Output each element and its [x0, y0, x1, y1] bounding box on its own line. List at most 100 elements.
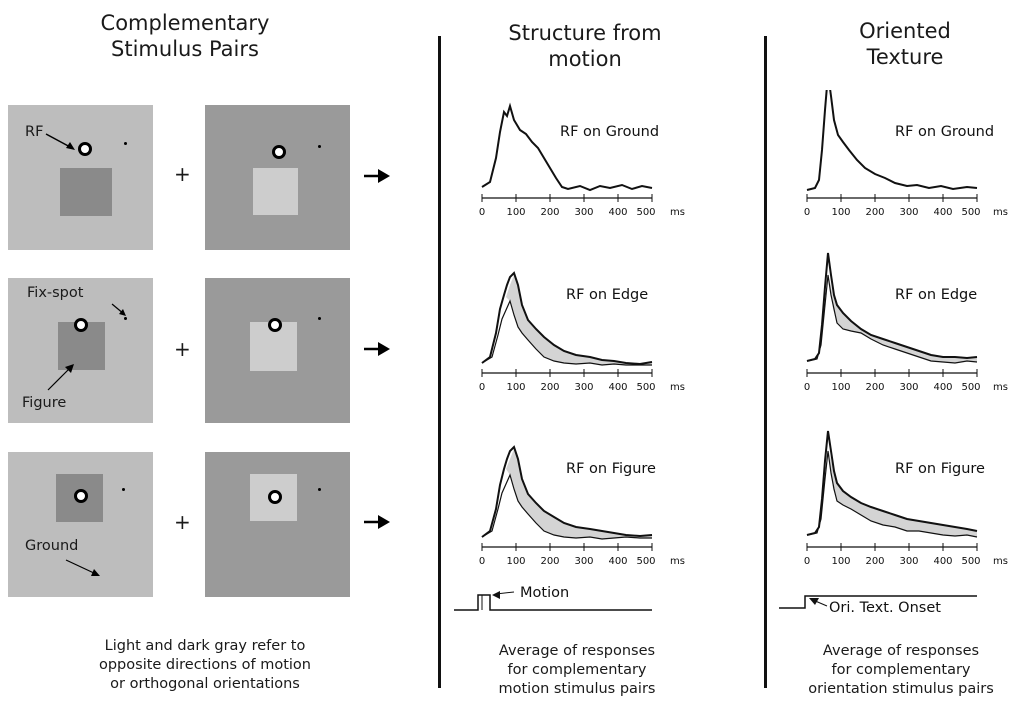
- fixation-spot: [124, 317, 127, 320]
- texture-plot-figure: 0 100 200 300 400 500 ms RF on Figure: [804, 430, 1008, 567]
- tick-label: 300: [899, 382, 918, 393]
- tick-label: 300: [899, 207, 918, 218]
- tick-label: 100: [831, 556, 850, 567]
- difference-shading: [506, 449, 652, 539]
- sfm-plots: 0 100 200 300 400 500 ms RF on Ground 0 …: [454, 102, 685, 611]
- plot-label: RF on Ground: [895, 124, 994, 140]
- left-title-line2: Stimulus Pairs: [111, 37, 259, 61]
- rf-marker: [268, 490, 282, 504]
- response-trace: [481, 102, 653, 192]
- tick-label: 0: [804, 382, 810, 393]
- middle-caption-line2: for complementary: [507, 662, 647, 678]
- plot-label: RF on Ground: [560, 124, 659, 140]
- response-trace: [806, 90, 978, 191]
- tick-label: 100: [506, 556, 525, 567]
- response-trace-preferred: [806, 430, 978, 536]
- response-trace-preferred: [481, 445, 653, 538]
- tick-label: 400: [933, 382, 952, 393]
- middle-title: Structure from motion: [470, 20, 700, 72]
- rf-marker: [272, 145, 286, 159]
- left-title-line1: Complementary: [100, 11, 270, 35]
- stimulus-panel-row1-right: [205, 105, 350, 250]
- tick-label: 200: [540, 382, 559, 393]
- right-caption: Average of responses for complementary o…: [790, 642, 1012, 699]
- stimulus-panel-row1-left: [8, 105, 153, 250]
- tick-label: 0: [804, 556, 810, 567]
- figure-square: [253, 168, 298, 215]
- stimulus-panel-row2-right: [205, 278, 350, 423]
- ground-arrow: [65, 559, 100, 576]
- plus-sign-row2: +: [174, 337, 191, 361]
- stimulus-panel-row3-right: [205, 452, 350, 597]
- middle-caption: Average of responses for complementary m…: [462, 642, 692, 699]
- tick-label: 200: [865, 207, 884, 218]
- difference-shading: [829, 451, 977, 537]
- figure-square: [60, 168, 112, 216]
- rf-label: RF: [25, 124, 44, 140]
- right-title-line1: Oriented: [859, 19, 951, 43]
- unit-label: ms: [993, 207, 1008, 218]
- x-ticks: [806, 369, 978, 377]
- rf-marker: [74, 489, 88, 503]
- sfm-plot-figure: 0 100 200 300 400 500 ms RF on Figure: [479, 445, 685, 567]
- arrow-icon-row2: [364, 342, 390, 356]
- middle-title-line1: Structure from: [508, 21, 662, 45]
- rf-marker: [74, 318, 88, 332]
- arrow-icon-row3: [364, 515, 390, 529]
- plot-label: RF on Edge: [566, 287, 648, 303]
- tick-label: 0: [804, 207, 810, 218]
- rf-marker: [78, 142, 92, 156]
- plot-label: RF on Edge: [895, 287, 977, 303]
- x-ticks: [806, 194, 978, 202]
- fixspot-arrow: [111, 303, 126, 316]
- fixspot-label: Fix-spot: [27, 285, 84, 301]
- figure-arrow: [47, 364, 74, 391]
- middle-caption-line3: motion stimulus pairs: [498, 681, 656, 697]
- left-title: Complementary Stimulus Pairs: [40, 10, 330, 62]
- stimulus-label: Motion: [520, 585, 569, 601]
- tick-label: 400: [933, 556, 952, 567]
- tick-label: 500: [961, 382, 980, 393]
- rf-marker: [268, 318, 282, 332]
- divider-right: [764, 36, 767, 688]
- tick-label: 300: [574, 207, 593, 218]
- tick-label: 500: [961, 556, 980, 567]
- stimulus-panel-row3-left: [8, 452, 153, 597]
- tick-label: 200: [865, 556, 884, 567]
- arrow-icon-row1: [364, 169, 390, 183]
- tick-label: 500: [961, 207, 980, 218]
- plot-label: RF on Figure: [566, 461, 656, 477]
- stimulus-panel-row2-left: [8, 278, 153, 423]
- unit-label: ms: [670, 207, 685, 218]
- tick-label: 0: [479, 556, 485, 567]
- rf-arrow: [45, 133, 75, 150]
- texture-stimulus-trace: Ori. Text. Onset: [779, 595, 977, 616]
- fixation-spot: [318, 488, 321, 491]
- motion-stimulus-trace: Motion: [454, 585, 652, 611]
- left-caption: Light and dark gray refer to opposite di…: [40, 637, 370, 694]
- tick-label: 100: [506, 207, 525, 218]
- tick-label: 200: [865, 382, 884, 393]
- tick-label: 400: [608, 556, 627, 567]
- tick-label: 0: [479, 382, 485, 393]
- plus-sign-row1: +: [174, 162, 191, 186]
- unit-label: ms: [670, 382, 685, 393]
- sfm-plot-edge: 0 100 200 300 400 500 ms RF on Edge: [479, 271, 685, 393]
- tick-label: 500: [636, 207, 655, 218]
- texture-plots: 0 100 200 300 400 500 ms RF on Ground 0 …: [779, 90, 1008, 616]
- tick-label: 500: [636, 382, 655, 393]
- right-title-line2: Texture: [866, 45, 944, 69]
- unit-label: ms: [670, 556, 685, 567]
- response-trace-nonpreferred: [481, 299, 652, 366]
- tick-label: 400: [933, 207, 952, 218]
- tick-label: 100: [506, 382, 525, 393]
- x-ticks: [806, 543, 978, 551]
- left-caption-line2: opposite directions of motion: [98, 657, 311, 673]
- plus-sign-row3: +: [174, 510, 191, 534]
- unit-label: ms: [993, 382, 1008, 393]
- difference-shading: [506, 275, 652, 365]
- tick-label: 100: [831, 382, 850, 393]
- tick-label: 200: [540, 556, 559, 567]
- texture-plot-edge: 0 100 200 300 400 500 ms RF on Edge: [804, 252, 1008, 393]
- right-title: Oriented Texture: [815, 18, 995, 70]
